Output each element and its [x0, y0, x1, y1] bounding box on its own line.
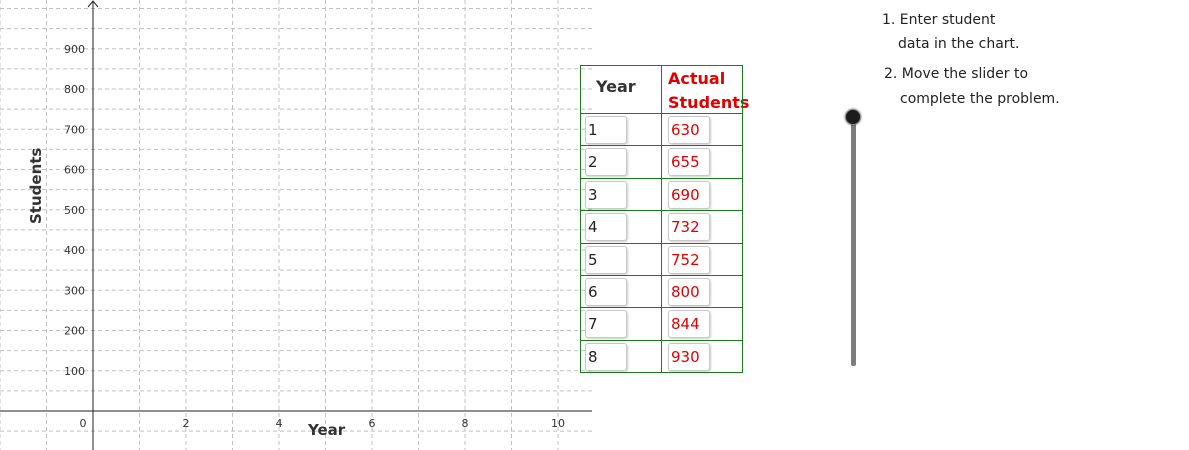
table-row-line — [580, 372, 743, 373]
table-cell-actual-students[interactable]: 732 — [668, 213, 710, 241]
table-cell-actual-students[interactable]: 655 — [668, 148, 710, 176]
table-cell-actual-students[interactable]: 930 — [668, 343, 710, 371]
slider-track[interactable] — [851, 118, 856, 366]
table-row-line — [580, 340, 743, 341]
x-tick-label: 8 — [462, 417, 469, 430]
x-tick-label: 4 — [276, 417, 283, 430]
table-row-line — [580, 65, 743, 66]
table-cell-year[interactable]: 1 — [585, 116, 627, 144]
axes — [0, 0, 592, 450]
table-header-actual-students: Actual Students — [668, 69, 750, 112]
x-tick-label: 10 — [551, 417, 565, 430]
instruction-step2-line1: 2. Move the slider to — [884, 66, 1029, 82]
table-row-line — [580, 113, 743, 114]
instruction-step1-line1: 1. Enter student — [882, 12, 996, 28]
x-tick-label: 2 — [183, 417, 190, 430]
table-header-year: Year — [596, 77, 636, 96]
slider-handle[interactable] — [845, 109, 861, 125]
table-column-line — [742, 65, 743, 372]
y-axis-arrow — [87, 0, 99, 8]
table-cell-actual-students[interactable]: 800 — [668, 278, 710, 306]
x-tick-label: 0 — [80, 417, 87, 430]
table-column-line — [580, 65, 581, 372]
table-cell-year[interactable]: 3 — [585, 181, 627, 209]
data-table: Year Actual Students 1 630 2 655 3 690 4 732 5 75… — [580, 65, 750, 373]
table-row-line — [580, 210, 743, 211]
table-cell-year[interactable]: 5 — [585, 246, 627, 274]
y-tick-label: 600 — [64, 164, 85, 177]
table-row-line — [580, 145, 743, 146]
table-column-line — [661, 65, 662, 372]
table-cell-year[interactable]: 2 — [585, 148, 627, 176]
table-cell-actual-students[interactable]: 752 — [668, 246, 710, 274]
table-cell-year[interactable]: 8 — [585, 343, 627, 371]
y-axis-title: Students — [27, 148, 45, 224]
x-tick-label: 6 — [369, 417, 376, 430]
y-tick-label: 500 — [64, 204, 85, 217]
y-tick-label: 100 — [64, 365, 85, 378]
y-tick-label: 400 — [64, 244, 85, 257]
table-row-line — [580, 275, 743, 276]
table-cell-year[interactable]: 7 — [585, 310, 627, 338]
y-tick-label: 800 — [64, 83, 85, 96]
table-cell-actual-students[interactable]: 630 — [668, 116, 710, 144]
grid-lines — [0, 0, 592, 450]
table-row-line — [580, 307, 743, 308]
y-tick-label: 200 — [64, 325, 85, 338]
tick-labels: 0 2 4 6 8 10 100 200 300 400 500 600 700 800 900 — [64, 43, 565, 430]
y-tick-label: 900 — [64, 43, 85, 56]
table-cell-actual-students[interactable]: 690 — [668, 181, 710, 209]
instruction-step1-line2: data in the chart. — [898, 36, 1020, 52]
table-row-line — [580, 178, 743, 179]
table-cell-year[interactable]: 4 — [585, 213, 627, 241]
y-tick-label: 700 — [64, 123, 85, 136]
table-cell-year[interactable]: 6 — [585, 278, 627, 306]
y-tick-label: 300 — [64, 284, 85, 297]
table-cell-actual-students[interactable]: 844 — [668, 310, 710, 338]
table-row-line — [580, 243, 743, 244]
x-axis-title: Year — [307, 421, 346, 439]
instruction-step2-line2: complete the problem. — [900, 91, 1060, 107]
